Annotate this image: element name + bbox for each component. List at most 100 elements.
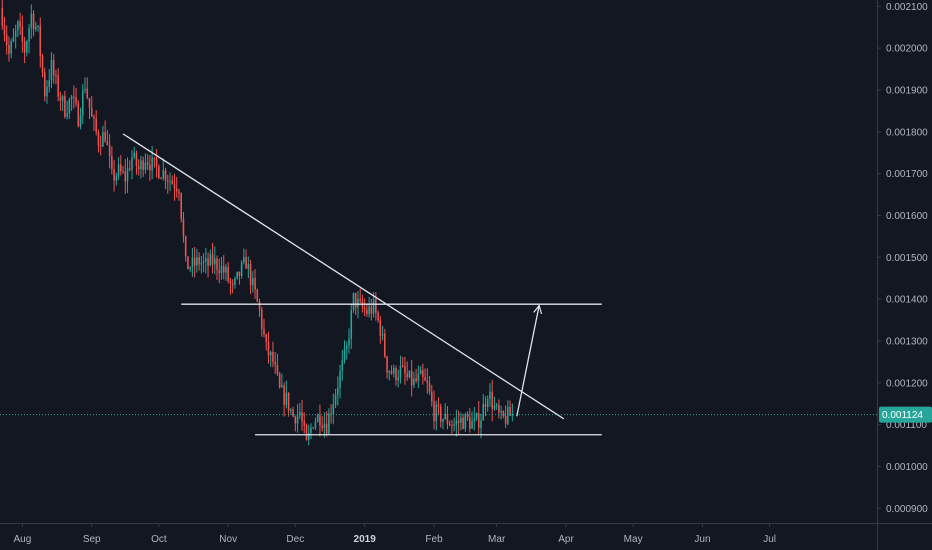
candle-body (84, 88, 86, 91)
candle-body (238, 271, 241, 276)
time-tick-label: May (624, 534, 643, 545)
price-tick-label: 0.001400 (886, 295, 928, 306)
candle-body (292, 409, 294, 417)
candle-body (388, 371, 391, 373)
candle-body (171, 180, 174, 184)
candle-body (285, 392, 288, 405)
drawings-layer[interactable] (122, 133, 602, 436)
candle-body (247, 263, 250, 269)
candle-body (363, 307, 366, 310)
candle-body (229, 280, 232, 284)
candle-body (303, 421, 306, 426)
candle-body (135, 152, 138, 167)
candle-body (75, 97, 77, 104)
candle-body (146, 162, 149, 165)
candle-body (32, 13, 35, 30)
candle-body (182, 218, 185, 237)
candle-body (1, 8, 4, 27)
candle-body (88, 97, 91, 108)
candle-body (180, 193, 182, 219)
candle-body (187, 256, 189, 270)
candle-body (278, 373, 281, 388)
candle-body (287, 392, 290, 411)
candle-body (348, 338, 350, 346)
candle-body (370, 306, 373, 314)
candle-body (37, 25, 39, 28)
time-axis[interactable]: Aug Sep Oct Nov Dec 2019 Feb Mar Apr May Jun Jul (13, 523, 776, 545)
candle-body (213, 258, 216, 265)
candle-body (207, 258, 209, 266)
candle-body (368, 306, 370, 314)
candle-body (328, 413, 330, 434)
candle-body (404, 366, 406, 374)
candle-body (61, 96, 64, 101)
candle-body (59, 96, 62, 101)
candle-body (446, 413, 449, 425)
candle-body (325, 423, 328, 434)
candle-body (106, 141, 109, 145)
candle-body (99, 145, 102, 147)
candle-body (158, 166, 160, 179)
candle-body (462, 417, 464, 429)
candle-body (392, 368, 395, 374)
candle-body (218, 269, 221, 274)
candle-body (160, 178, 162, 180)
candle-body (189, 267, 191, 270)
candle-body (296, 414, 299, 424)
candle-body (10, 41, 12, 54)
candle-body (77, 103, 80, 127)
candle-body (350, 309, 353, 339)
candle-body (386, 356, 388, 373)
projection-arrow[interactable] (516, 305, 539, 417)
candle-body (410, 370, 413, 386)
candle-body (3, 26, 6, 35)
candle-body (126, 168, 129, 182)
candle-body (240, 262, 243, 276)
candle-body (406, 373, 408, 378)
candle-body (164, 170, 167, 181)
candle-body (149, 164, 151, 171)
candle-body (102, 131, 104, 147)
candle-body (23, 41, 26, 53)
candle-body (417, 374, 420, 381)
candle-body (122, 171, 124, 173)
trendline-line[interactable] (122, 133, 565, 420)
price-tick-label: 0.002000 (886, 44, 928, 55)
candle-body (413, 378, 415, 386)
candle-body (68, 99, 71, 114)
candle-body (341, 360, 344, 372)
candle-body (321, 425, 323, 428)
price-tick-label: 0.001900 (886, 85, 928, 96)
candle-body (457, 420, 460, 423)
candle-body (86, 88, 89, 98)
price-axis[interactable]: 0.002100 0.002000 0.001900 0.001800 0.001700… (877, 2, 928, 515)
candle-body (384, 333, 386, 357)
candle-body (439, 406, 442, 422)
price-tick-label: 0.001200 (886, 378, 928, 389)
candles-layer (1, 0, 514, 446)
candle-body (39, 25, 42, 56)
candle-body (231, 283, 234, 285)
candle-body (252, 278, 254, 286)
candle-body (455, 420, 458, 425)
candle-body (314, 421, 317, 428)
candle-body (234, 278, 236, 285)
candle-body (330, 413, 332, 415)
candle-body (375, 299, 377, 313)
candle-body (155, 158, 158, 167)
candle-body (50, 60, 53, 81)
candle-body (509, 406, 511, 416)
candle-body (90, 107, 93, 117)
candle-body (200, 262, 203, 265)
candle-body (175, 188, 178, 192)
candle-body (220, 265, 223, 274)
price-tick-label: 0.001500 (886, 253, 928, 264)
candle-body (366, 309, 368, 314)
candle-body (437, 404, 440, 407)
candle-body (319, 415, 321, 426)
candle-body (133, 152, 136, 157)
candle-body (43, 72, 46, 97)
candle-body (283, 385, 285, 405)
